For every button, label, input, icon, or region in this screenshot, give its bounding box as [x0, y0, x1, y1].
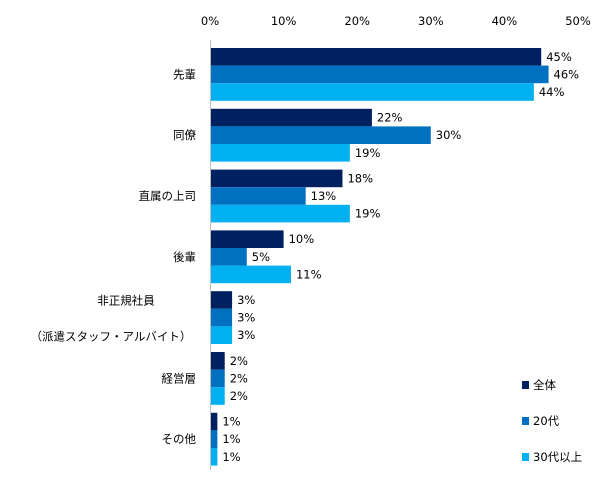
data-label: 5%: [252, 250, 270, 264]
data-label: 22%: [377, 111, 403, 125]
bar: [210, 430, 218, 448]
x-tick-label: 0%: [201, 14, 219, 28]
data-label: 3%: [237, 293, 255, 307]
data-label: 19%: [355, 207, 381, 221]
data-label: 46%: [554, 67, 580, 81]
category-label: 同僚: [173, 128, 196, 142]
bar: [210, 144, 350, 162]
bar: [210, 291, 233, 309]
x-tick-label: 10%: [271, 14, 297, 28]
bar: [210, 448, 218, 466]
bar: [210, 204, 350, 223]
data-label: 1%: [222, 450, 240, 464]
data-label: 3%: [237, 311, 255, 325]
data-label: 1%: [222, 432, 240, 446]
data-label: 10%: [289, 232, 315, 246]
category-label: 直属の上司: [139, 189, 197, 203]
bar: [210, 387, 225, 405]
x-tick-label: 40%: [492, 14, 518, 28]
bar: [210, 265, 291, 284]
data-label: 2%: [230, 371, 248, 385]
category-label: 非正規社員: [97, 294, 155, 308]
data-label: 2%: [230, 354, 248, 368]
bar: [210, 83, 534, 101]
legend-swatch: [522, 453, 529, 461]
data-label: 2%: [230, 389, 248, 403]
category-label: 先輩: [173, 67, 196, 81]
data-label: 1%: [222, 415, 240, 429]
legend-label: 20代: [533, 414, 560, 428]
x-tick-label: 50%: [565, 14, 591, 28]
bar: [210, 108, 372, 127]
bar: [210, 308, 233, 327]
legend-label: 全体: [533, 378, 556, 392]
data-label: 30%: [436, 128, 462, 142]
legend-swatch: [522, 381, 529, 389]
bar: [210, 352, 225, 370]
bar: [210, 230, 284, 248]
bar: [210, 248, 247, 266]
data-label: 19%: [355, 146, 381, 160]
category-label: 後輩: [173, 250, 196, 264]
bar: [210, 369, 225, 388]
category-label: その他: [162, 432, 197, 446]
bar: [210, 126, 431, 144]
bar: [210, 187, 306, 205]
bar: [210, 326, 233, 344]
bar: [210, 412, 218, 431]
bar: [210, 48, 542, 66]
data-label: 11%: [296, 267, 322, 281]
category-label: 経営層: [162, 371, 197, 385]
x-tick-label: 20%: [344, 14, 370, 28]
bar: [210, 65, 549, 84]
bar: [210, 169, 343, 188]
legend-swatch: [522, 417, 529, 425]
data-label: 45%: [546, 50, 572, 64]
data-label: 3%: [237, 328, 255, 342]
data-label: 13%: [311, 189, 337, 203]
x-tick-label: 30%: [418, 14, 444, 28]
data-label: 44%: [539, 85, 565, 99]
category-label: （派遣スタッフ・アルバイト）: [31, 330, 192, 344]
data-label: 18%: [347, 171, 373, 185]
legend-label: 30代以上: [533, 450, 582, 464]
